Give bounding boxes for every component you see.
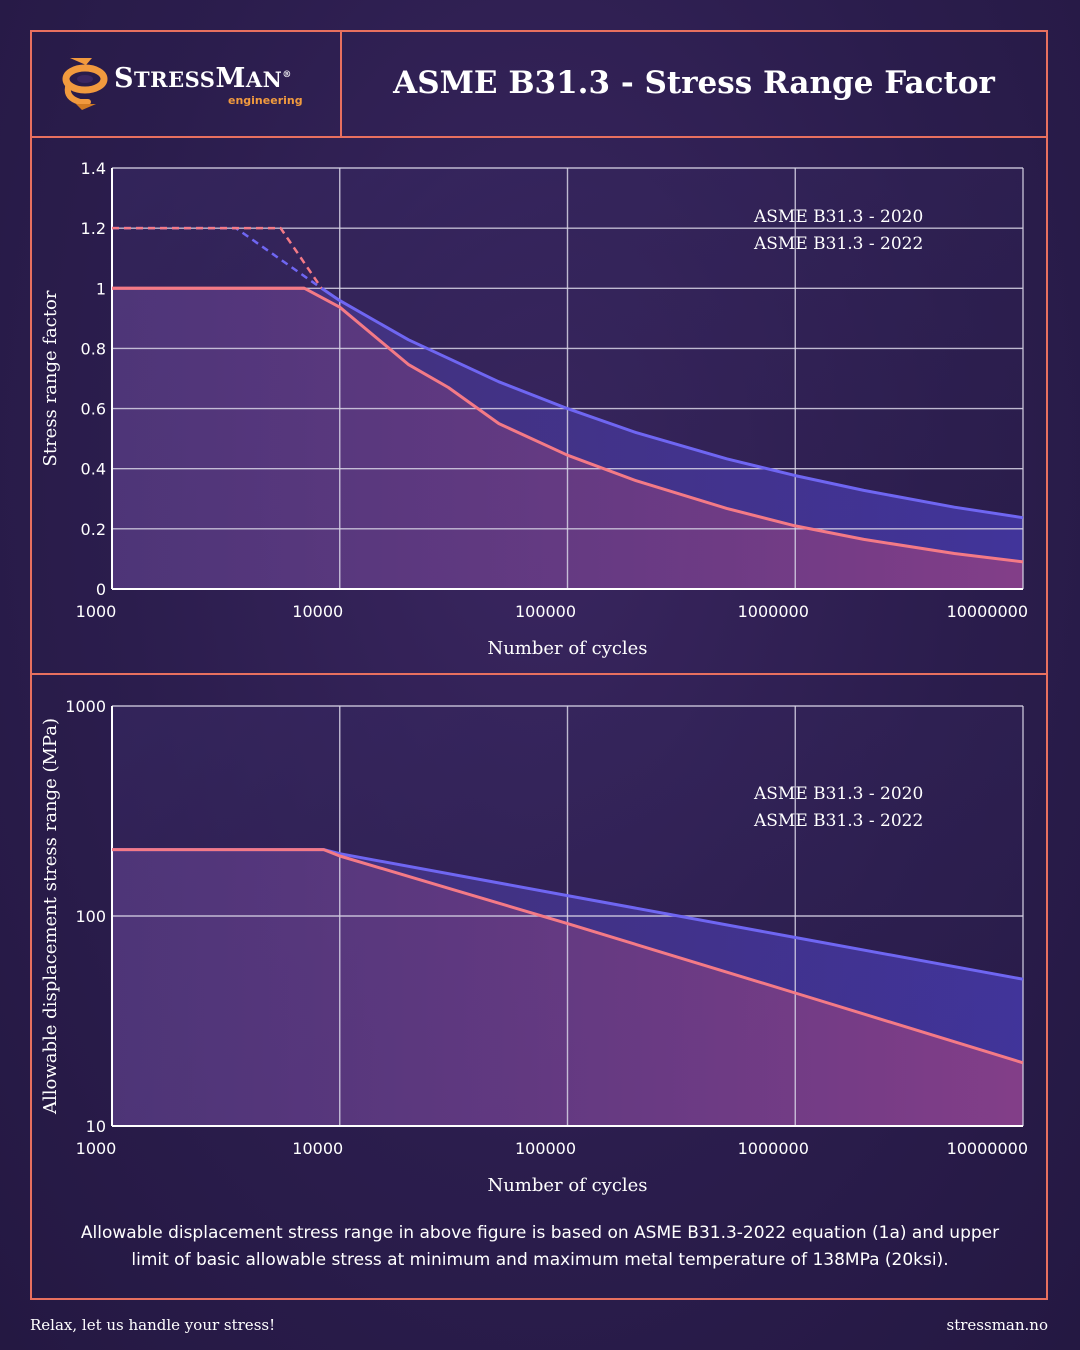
- y-tick-label: 0.2: [81, 520, 106, 539]
- brand-name: STRESSMAN®: [114, 63, 292, 94]
- dashed-line-2022: [112, 226, 323, 290]
- y-tick-label: 1.2: [81, 219, 106, 238]
- section-divider: [30, 673, 1048, 675]
- page-title: ASME B31.3 - Stress Range Factor: [393, 65, 995, 101]
- x-tick-label: 1000: [76, 602, 117, 621]
- footer-url[interactable]: stressman.no: [946, 1316, 1048, 1334]
- legend-label: ASME B31.3 - 2020: [753, 784, 923, 804]
- x-tick-label: 1000000: [738, 1139, 809, 1158]
- y-tick-label: 0.8: [81, 339, 106, 358]
- y-axis-title: Stress range factor: [40, 290, 61, 466]
- y-tick-label: 1: [96, 279, 106, 298]
- x-tick-label: 10000: [292, 1139, 343, 1158]
- x-axis-title: Number of cycles: [487, 638, 647, 659]
- x-tick-label: 1000000: [738, 602, 809, 621]
- y-tick-label: 1000: [65, 697, 106, 716]
- x-tick-label: 10000: [292, 602, 343, 621]
- footer-tagline: Relax, let us handle your stress!: [30, 1316, 276, 1334]
- x-axis-title: Number of cycles: [487, 1175, 647, 1196]
- x-tick-label: 10000000: [947, 1139, 1028, 1158]
- legend-label: ASME B31.3 - 2022: [753, 234, 923, 254]
- x-tick-label: 100000: [515, 1139, 576, 1158]
- series-line-2022: [112, 286, 1024, 564]
- x-tick-label: 10000000: [947, 602, 1028, 621]
- brand-subtitle: engineering: [228, 94, 303, 107]
- footnote: Allowable displacement stress range in a…: [80, 1223, 1000, 1270]
- logo: STRESSMAN® engineering: [30, 30, 342, 136]
- poster-frame: [30, 30, 1048, 1300]
- series-line-2020: [320, 287, 1024, 520]
- y-tick-label: 1.4: [81, 159, 106, 178]
- y-tick-label: 10: [86, 1117, 106, 1136]
- y-tick-label: 0.6: [81, 400, 106, 419]
- legend-label: ASME B31.3 - 2020: [753, 207, 923, 227]
- x-tick-label: 100000: [515, 602, 576, 621]
- series-line-2022: [112, 848, 1024, 1065]
- stress-range-factor-chart: 0 0.2 0.4 0.6 0.8 1 1.2 1.4 1000 10000 100000 10000…: [40, 159, 1028, 659]
- y-tick-label: 0: [96, 580, 106, 599]
- y-tick-label: 100: [75, 907, 106, 926]
- header: STRESSMAN® engineering ASME B31.3 - Stre…: [30, 30, 1048, 138]
- y-tick-label: 0.4: [81, 460, 106, 479]
- x-tick-label: 1000: [76, 1139, 117, 1158]
- legend-label: ASME B31.3 - 2022: [753, 811, 923, 831]
- spring-coil-icon: [62, 58, 108, 110]
- allowable-stress-range-chart: 10 100 1000 1000 10000 100000 1000000 10000000 N…: [40, 697, 1028, 1196]
- y-axis-title: Allowable displacement stress range (MPa…: [40, 718, 61, 1115]
